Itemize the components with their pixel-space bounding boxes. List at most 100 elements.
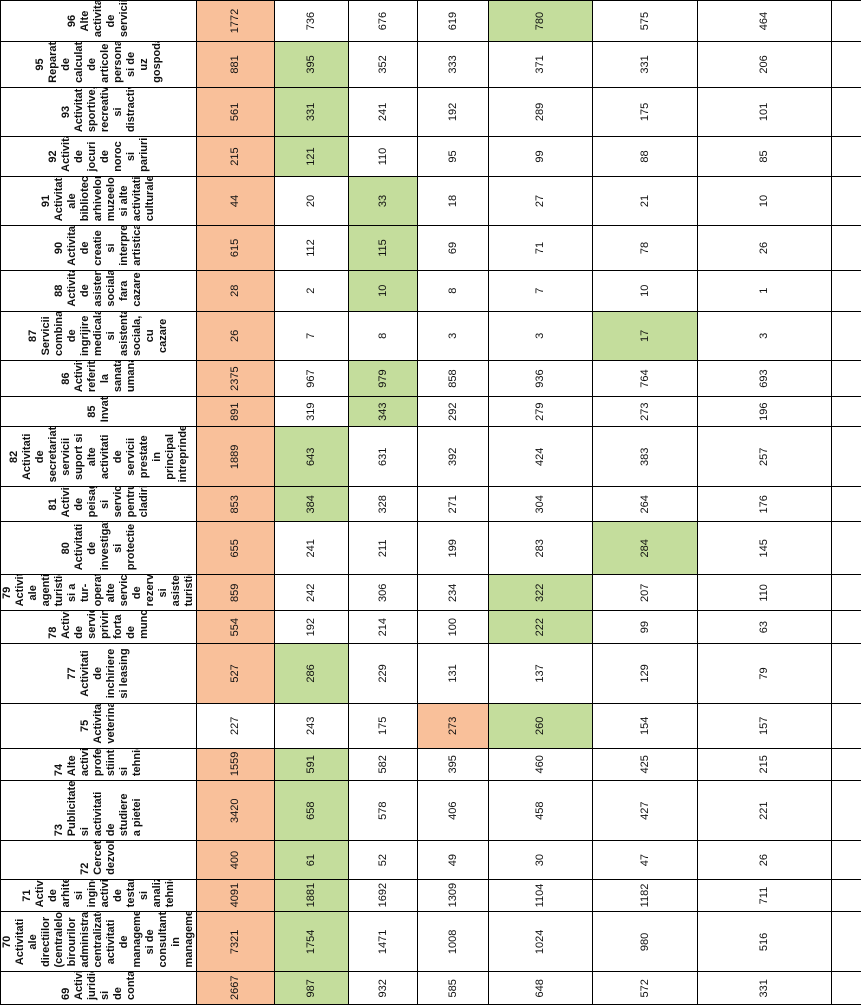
- value-cell: 115: [348, 225, 418, 271]
- value-cell: 328: [348, 486, 418, 522]
- category-label: 92 Activitati de jocuri de noroc si pari…: [0, 136, 197, 177]
- value-cell: 516: [697, 911, 832, 972]
- value-cell: 586: [831, 0, 861, 42]
- category-label: 69 Activitati juridice si de contabilita…: [0, 972, 197, 1005]
- value-cell: 1182: [592, 879, 698, 912]
- value-cell: 892: [831, 360, 861, 397]
- value-cell: 631: [348, 426, 418, 487]
- value-cell: 63: [697, 610, 832, 644]
- value-cell: 257: [697, 426, 832, 487]
- value-cell: 8: [417, 270, 489, 312]
- value-cell: 112: [274, 225, 349, 271]
- value-cell: 764: [592, 360, 698, 397]
- value-cell: 157: [697, 703, 832, 749]
- value-cell: 110: [348, 136, 418, 177]
- value-cell: 1772: [196, 0, 275, 42]
- value-cell: 2375: [196, 360, 275, 397]
- value-cell: 18: [417, 176, 489, 226]
- value-cell: 26: [697, 840, 832, 880]
- category-label: 96 Alte activitati de servicii: [0, 0, 197, 42]
- value-cell: 26: [697, 225, 832, 271]
- value-cell: 145: [697, 521, 832, 575]
- value-cell: 352: [348, 41, 418, 88]
- value-cell: 137: [488, 643, 593, 704]
- value-cell: 88: [592, 136, 698, 177]
- value-cell: 192: [274, 610, 349, 644]
- value-cell: 215: [196, 136, 275, 177]
- value-cell: 271: [417, 486, 489, 522]
- value-cell: 643: [274, 426, 349, 487]
- value-cell: 561: [196, 87, 275, 137]
- value-cell: 1024: [488, 911, 593, 972]
- value-cell: 881: [196, 41, 275, 88]
- value-cell: 176: [697, 486, 832, 522]
- value-cell: 3: [697, 311, 832, 361]
- value-cell: 396: [831, 780, 861, 841]
- category-label: 74 Alte activitati profesionale, stiinti…: [0, 748, 197, 781]
- value-cell: 121: [274, 136, 349, 177]
- value-cell: 711: [697, 879, 832, 912]
- value-cell: 215: [697, 748, 832, 781]
- value-cell: 780: [488, 0, 593, 42]
- value-cell: 591: [274, 748, 349, 781]
- value-cell: 47: [592, 840, 698, 880]
- value-cell: 4091: [196, 879, 275, 912]
- value-cell: 383: [592, 426, 698, 487]
- value-cell: 175: [348, 703, 418, 749]
- value-row-col6: 572 980 1182 47 427 425 154 129 99 207 284 264 383 27…: [592, 0, 698, 1005]
- value-cell: 987: [274, 972, 349, 1005]
- value-cell: 2: [274, 270, 349, 312]
- value-cell: 3: [417, 311, 489, 361]
- category-label: 87 Servicii combinate de ingrijire medic…: [0, 311, 197, 361]
- value-cell: 207: [592, 574, 698, 611]
- value-cell: 1881: [274, 879, 349, 912]
- value-row-col5: 648 1024 1104 30 458 460 260 137 222 322 283 304 424…: [488, 0, 593, 1005]
- value-cell: 190: [831, 521, 861, 575]
- value-cell: 292: [417, 396, 489, 427]
- value-cell: 3: [488, 311, 593, 361]
- value-cell: 1197: [831, 911, 861, 972]
- value-cell: 585: [417, 972, 489, 1005]
- value-cell: 406: [417, 780, 489, 841]
- value-cell: 79: [697, 643, 832, 704]
- category-label: 77 Activitati de inchiriere si leasing: [0, 643, 197, 704]
- value-cell: 932: [348, 972, 418, 1005]
- value-cell: 192: [417, 87, 489, 137]
- category-label: 88 Activitati de asistenta sociala, fara…: [0, 270, 197, 312]
- value-cell: 1104: [488, 879, 593, 912]
- value-cell: 170: [831, 703, 861, 749]
- value-cell: 221: [697, 780, 832, 841]
- value-cell: 78: [831, 136, 861, 177]
- value-cell: 196: [697, 396, 832, 427]
- value-cell: 460: [488, 748, 593, 781]
- value-cell: 1390: [831, 879, 861, 912]
- value-cell: 332: [831, 486, 861, 522]
- value-cell: 10: [697, 176, 832, 226]
- category-label: 75 Activitati veterinare: [0, 703, 197, 749]
- value-cell: 49: [417, 840, 489, 880]
- value-cell: 395: [417, 748, 489, 781]
- value-cell: 227: [196, 703, 275, 749]
- value-cell: 304: [488, 486, 593, 522]
- value-cell: 289: [488, 87, 593, 137]
- value-cell: 693: [697, 360, 832, 397]
- value-cell: 527: [196, 643, 275, 704]
- category-label-row: 69 Activitati juridice si de contabilita…: [0, 0, 197, 1005]
- value-cell: 21: [592, 176, 698, 226]
- value-cell: 154: [592, 703, 698, 749]
- value-cell: 554: [196, 610, 275, 644]
- value-cell: 322: [488, 574, 593, 611]
- value-cell: 736: [274, 0, 349, 42]
- value-cell: 199: [417, 521, 489, 575]
- value-cell: 279: [488, 396, 593, 427]
- value-cell: 967: [274, 360, 349, 397]
- value-cell: 211: [348, 521, 418, 575]
- value-cell: 371: [488, 41, 593, 88]
- value-cell: 241: [348, 87, 418, 137]
- value-cell: 395: [274, 41, 349, 88]
- value-cell: 2667: [196, 972, 275, 1005]
- value-cell: 229: [348, 643, 418, 704]
- value-cell: 384: [274, 486, 349, 522]
- value-cell: 464: [697, 0, 832, 42]
